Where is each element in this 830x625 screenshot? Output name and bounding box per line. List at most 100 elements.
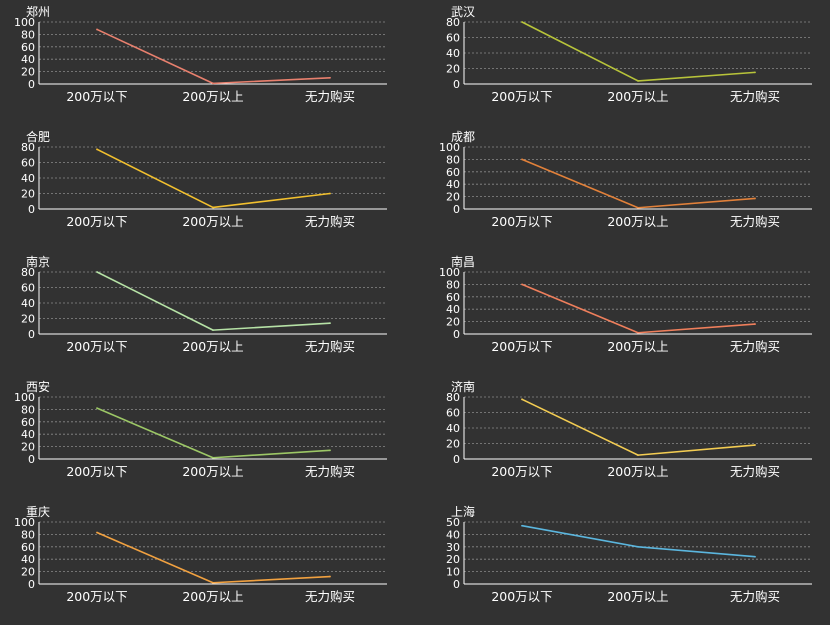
chart-plot: 0 20 40 60 80 200万以下 200万以上 无力购买	[21, 141, 387, 229]
x-tick-label: 200万以上	[182, 339, 243, 354]
y-tick-label: 0	[453, 453, 460, 466]
y-tick-label: 80	[446, 278, 460, 291]
x-tick-label: 无力购买	[305, 214, 355, 229]
y-tick-label: 60	[446, 291, 460, 304]
y-tick-label: 80	[21, 141, 35, 154]
chart-plot: 0 20 40 60 80 200万以下 200万以上 无力购买	[446, 16, 812, 104]
chart-plot: 0 20 40 60 80 200万以下 200万以上 无力购买	[446, 391, 812, 479]
y-tick-label: 80	[21, 266, 35, 279]
x-tick-label: 200万以上	[607, 214, 668, 229]
x-tick-label: 200万以下	[491, 464, 552, 479]
chart-title: 上海	[451, 505, 476, 519]
chart-panel: 南京 0 20 40 60 80 200万以下 200万以上 无力购买	[0, 250, 415, 375]
y-tick-label: 40	[446, 178, 460, 191]
y-tick-label: 40	[21, 297, 35, 310]
y-tick-label: 40	[21, 53, 35, 66]
series-line	[521, 158, 756, 209]
data-point	[329, 449, 331, 452]
y-tick-label: 20	[446, 316, 460, 329]
x-tick-label: 无力购买	[730, 589, 780, 604]
x-tick-label: 无力购买	[305, 89, 355, 104]
y-tick-label: 40	[446, 422, 460, 435]
x-tick-label: 200万以上	[182, 214, 243, 229]
y-tick-label: 20	[21, 66, 35, 79]
x-tick-label: 200万以上	[182, 464, 243, 479]
y-tick-label: 0	[28, 78, 35, 91]
series-line	[96, 531, 331, 584]
x-tick-label: 无力购买	[305, 464, 355, 479]
y-tick-label: 20	[446, 191, 460, 204]
data-point	[754, 444, 756, 446]
series-line	[96, 407, 331, 459]
y-tick-label: 0	[28, 453, 35, 466]
y-tick-label: 60	[446, 407, 460, 420]
data-point	[212, 329, 214, 332]
chart-panel: 郑州 0 20 40 60 80 100 200万以下 200万以上 无力购买	[0, 0, 415, 125]
y-tick-label: 40	[446, 47, 460, 60]
y-tick-label: 0	[28, 578, 35, 591]
x-tick-label: 200万以下	[66, 89, 127, 104]
y-tick-label: 20	[446, 63, 460, 76]
series-line	[96, 271, 331, 331]
y-tick-label: 60	[446, 32, 460, 45]
y-tick-label: 100	[439, 266, 460, 279]
x-tick-label: 200万以上	[607, 339, 668, 354]
chart-panel: 成都 0 20 40 60 80 100 200万以下 200万以上 无力购买	[425, 125, 830, 250]
y-tick-label: 40	[21, 428, 35, 441]
x-tick-label: 200万以下	[491, 589, 552, 604]
x-tick-label: 200万以下	[66, 589, 127, 604]
y-tick-label: 60	[21, 41, 35, 54]
chart-panel: 上海 0 10 20 30 40 50 200万以下 200万以上 无力购买	[425, 500, 830, 625]
y-tick-label: 80	[21, 403, 35, 416]
x-tick-label: 200万以下	[66, 339, 127, 354]
x-tick-label: 200万以下	[491, 339, 552, 354]
chart-title: 郑州	[26, 5, 51, 19]
y-tick-label: 20	[446, 438, 460, 451]
chart-title: 西安	[26, 380, 51, 394]
y-tick-label: 20	[21, 313, 35, 326]
y-tick-label: 10	[446, 566, 460, 579]
data-point	[637, 545, 639, 548]
data-point	[329, 575, 331, 578]
data-point	[637, 206, 639, 209]
x-tick-label: 200万以上	[182, 589, 243, 604]
chart-title: 成都	[451, 130, 476, 144]
y-tick-label: 60	[21, 416, 35, 429]
y-tick-label: 40	[21, 172, 35, 185]
data-point	[521, 21, 523, 23]
chart-title: 济南	[451, 380, 476, 394]
y-tick-label: 80	[446, 391, 460, 404]
series-line	[521, 21, 756, 82]
y-tick-label: 0	[453, 328, 460, 341]
y-tick-label: 80	[446, 153, 460, 166]
chart-title: 重庆	[26, 505, 51, 519]
data-point	[212, 82, 214, 85]
x-tick-label: 无力购买	[730, 464, 780, 479]
y-tick-label: 100	[439, 141, 460, 154]
x-tick-label: 无力购买	[730, 89, 780, 104]
data-point	[212, 456, 214, 459]
x-tick-label: 无力购买	[730, 339, 780, 354]
y-tick-label: 40	[446, 528, 460, 541]
data-point	[637, 331, 639, 334]
chart-panel: 武汉 0 20 40 60 80 200万以下 200万以上 无力购买	[425, 0, 830, 125]
y-tick-label: 0	[453, 578, 460, 591]
data-point	[521, 158, 523, 161]
y-tick-label: 80	[21, 28, 35, 41]
y-tick-label: 100	[14, 391, 35, 404]
chart-panel: 南昌 0 20 40 60 80 100 200万以下 200万以上 无力购买	[425, 250, 830, 375]
x-tick-label: 200万以上	[607, 89, 668, 104]
y-tick-label: 20	[446, 553, 460, 566]
y-tick-label: 60	[446, 166, 460, 179]
y-tick-label: 0	[28, 203, 35, 216]
chart-plot: 0 20 40 60 80 200万以下 200万以上 无力购买	[21, 266, 387, 354]
chart-title: 南昌	[451, 255, 476, 269]
x-tick-label: 200万以上	[607, 589, 668, 604]
y-tick-label: 0	[453, 78, 460, 91]
